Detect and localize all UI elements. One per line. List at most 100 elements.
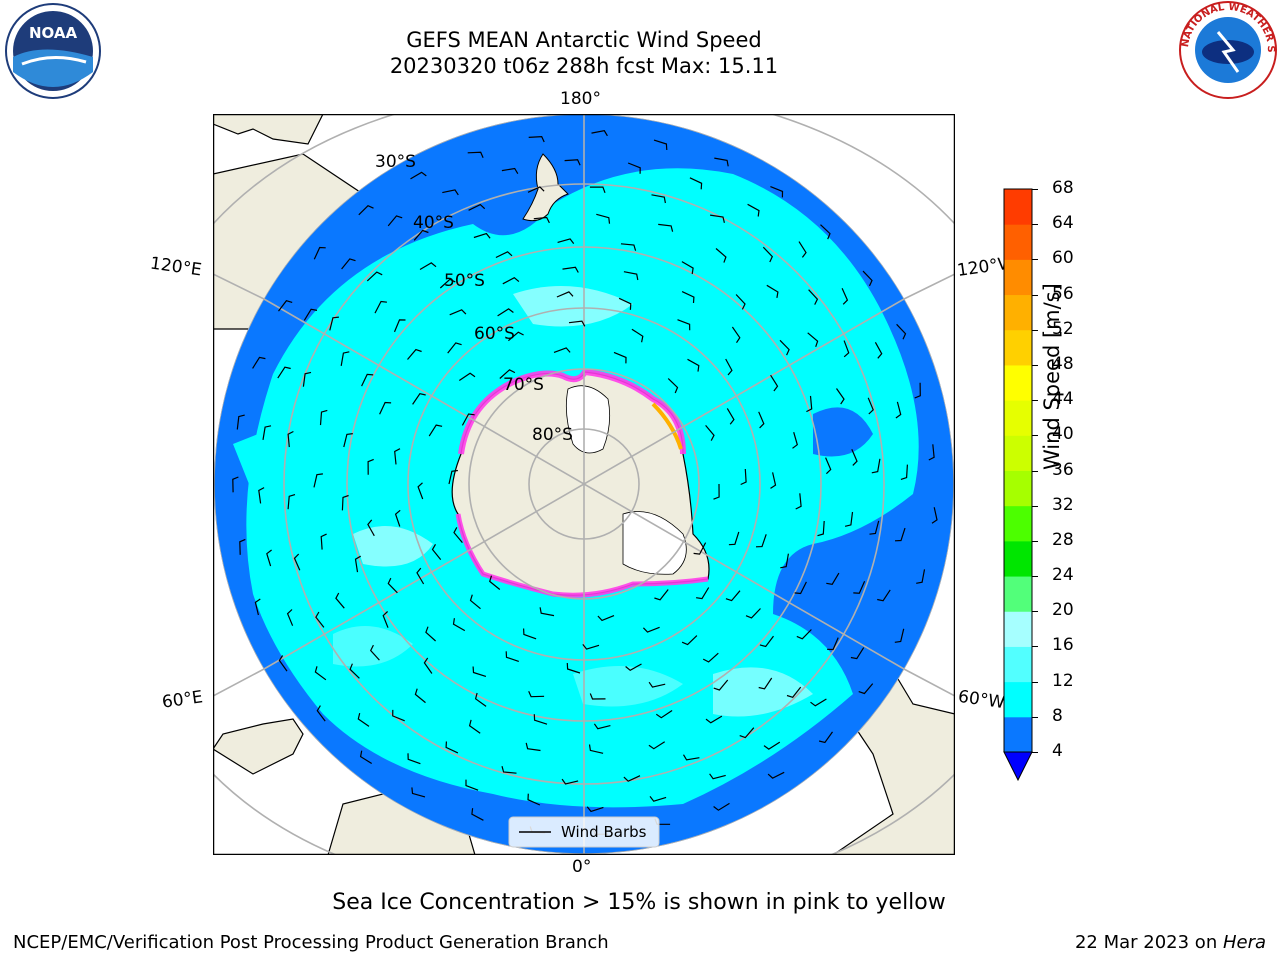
- wind-barb: [414, 688, 426, 704]
- colorbar-segment: [1004, 435, 1032, 471]
- wind-barb: [836, 388, 845, 405]
- wind-barb: [533, 216, 550, 224]
- wind-barb: [320, 533, 327, 550]
- wind-barb: [287, 430, 294, 448]
- wind-barb: [502, 276, 520, 285]
- wind-barb: [501, 766, 517, 774]
- lon-label-60e: 60°E: [160, 687, 205, 713]
- wind-barb: [254, 598, 261, 616]
- wind-barb: [844, 511, 854, 527]
- wind-barb: [329, 316, 339, 331]
- lat-label-30s: 30°S: [375, 152, 416, 172]
- wind-barb: [894, 628, 905, 643]
- colorbar-tick-label: 8: [1052, 705, 1063, 726]
- wind-barb: [841, 287, 849, 305]
- wind-barb: [825, 457, 832, 475]
- wind-barb: [739, 727, 755, 739]
- noaa-logo: NOAA: [5, 3, 101, 99]
- colorbar-tick-label: 28: [1052, 529, 1074, 550]
- wind-barb: [810, 698, 827, 707]
- wind-barb: [853, 581, 866, 594]
- colorbar-segment: [1004, 400, 1032, 436]
- wind-barb: [366, 271, 383, 282]
- wind-barb: [411, 787, 426, 798]
- wind-barb: [931, 507, 938, 524]
- wind-barb: [916, 569, 926, 584]
- wind-barb: [625, 663, 642, 672]
- wind-barb: [696, 587, 710, 600]
- wind-barb: [618, 297, 632, 310]
- wind-barb: [620, 243, 637, 251]
- wind-barb: [425, 626, 437, 642]
- colorbar-tick-mark: [1032, 189, 1038, 190]
- wind-barb: [239, 538, 246, 555]
- wind-barb: [747, 203, 760, 217]
- wind-barb: [687, 358, 700, 372]
- footer-date: 22 Mar 2023 on Hera: [1074, 932, 1266, 953]
- wind-barb: [871, 458, 881, 474]
- colorbar-segment: [1004, 611, 1032, 647]
- wind-barb: [278, 300, 293, 312]
- wind-barb: [858, 683, 874, 695]
- wind-barb: [431, 544, 442, 560]
- colorbar-segment: [1004, 716, 1032, 753]
- wind-barb: [710, 214, 725, 223]
- wind-barb: [755, 534, 767, 548]
- wind-barb: [314, 666, 327, 681]
- wind-barb: [735, 294, 746, 310]
- wind-barb: [867, 397, 874, 415]
- wind-barb: [287, 494, 296, 510]
- wind-barb: [677, 319, 691, 331]
- colorbar-tick-label: 24: [1052, 565, 1074, 586]
- svg-text:NOAA: NOAA: [29, 24, 78, 42]
- wind-barb: [367, 458, 374, 475]
- wind-barb: [820, 224, 831, 240]
- wind-barb: [302, 371, 312, 387]
- wind-barb: [588, 744, 604, 754]
- wind-barb: [843, 340, 850, 358]
- colorbar-tick-mark: [1032, 364, 1038, 366]
- wind-barb: [779, 339, 790, 356]
- wind-barb: [236, 414, 245, 430]
- colorbar-tick-label: 44: [1052, 389, 1074, 410]
- wind-barb: [826, 572, 840, 585]
- wind-barb: [468, 203, 486, 211]
- colorbar-tick-mark: [1032, 716, 1038, 718]
- wind-barb: [461, 413, 475, 426]
- wind-barb: [681, 291, 695, 304]
- wind-barb: [315, 611, 325, 628]
- wind-barb: [445, 741, 459, 754]
- wind-barb: [623, 775, 641, 782]
- colorbar-label: Wind Speed [m/s]: [1040, 283, 1064, 470]
- wind-barb: [702, 652, 719, 663]
- colorbar-segment: [1004, 681, 1032, 718]
- wind-barb: [341, 258, 356, 270]
- colorbar-tick-mark: [1032, 294, 1038, 296]
- wind-barb: [648, 681, 666, 688]
- wind-barb: [471, 808, 484, 821]
- wind-barb: [642, 626, 660, 633]
- wind-barb: [528, 135, 545, 143]
- wind-barb: [393, 319, 406, 333]
- wind-barb: [648, 741, 666, 750]
- wind-barb: [232, 476, 239, 493]
- wind-barb: [896, 323, 907, 340]
- wind-barb: [367, 519, 375, 537]
- wind-barb: [794, 581, 807, 595]
- wind-barb: [914, 382, 921, 399]
- wind-barb: [394, 448, 401, 465]
- wind-barb: [266, 549, 272, 567]
- wind-barb: [689, 177, 703, 190]
- wind-barb: [653, 139, 668, 151]
- wind-barb: [681, 261, 694, 275]
- wind-barb: [763, 741, 781, 750]
- nws-logo: NATIONAL WEATHER SERVICE: [1178, 0, 1277, 99]
- wind-barb: [728, 531, 740, 546]
- wind-barb: [359, 750, 373, 765]
- lat-label-60s: 60°S: [474, 324, 515, 344]
- colorbar-segment: [1004, 576, 1032, 612]
- wind-barb: [423, 657, 433, 674]
- wind-barb: [449, 309, 467, 316]
- lat-label-50s: 50°S: [444, 271, 485, 291]
- colorbar-segment: [1004, 505, 1032, 542]
